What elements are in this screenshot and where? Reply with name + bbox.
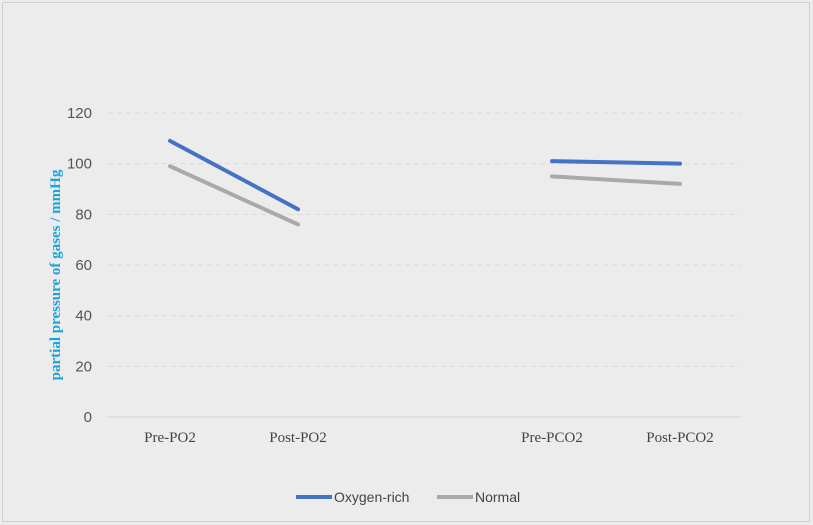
- y-tick-label: 120: [67, 105, 92, 122]
- legend: Oxygen-rich Normal: [296, 489, 520, 505]
- x-category-label: Pre-PCO2: [521, 430, 583, 446]
- x-category-label: Pre-PO2: [144, 430, 196, 446]
- x-category-label: Post-PCO2: [646, 430, 714, 446]
- series-line-oxygen-rich: [168, 138, 300, 212]
- series-line-normal: [168, 164, 300, 227]
- y-tick-label: 20: [75, 358, 92, 375]
- series-line-normal: [550, 174, 682, 186]
- series-lines: [168, 138, 682, 227]
- x-axis-categories: Pre-PO2 Post-PO2 Pre-PCO2 Post-PCO2: [144, 430, 714, 446]
- gridlines: [108, 112, 740, 367]
- y-tick-label: 40: [75, 308, 92, 325]
- y-axis-label: partial pressure of gases / mmHg: [48, 169, 64, 380]
- legend-label: Oxygen-rich: [334, 489, 409, 505]
- x-category-label: Post-PO2: [269, 430, 327, 446]
- y-axis-ticks: 0 20 40 60 80 100 120: [67, 105, 92, 426]
- y-tick-label: 60: [75, 257, 92, 274]
- legend-label: Normal: [475, 489, 520, 505]
- y-tick-label: 0: [84, 409, 92, 426]
- y-tick-label: 100: [67, 156, 92, 173]
- series-line-oxygen-rich: [550, 159, 682, 166]
- y-tick-label: 80: [75, 206, 92, 223]
